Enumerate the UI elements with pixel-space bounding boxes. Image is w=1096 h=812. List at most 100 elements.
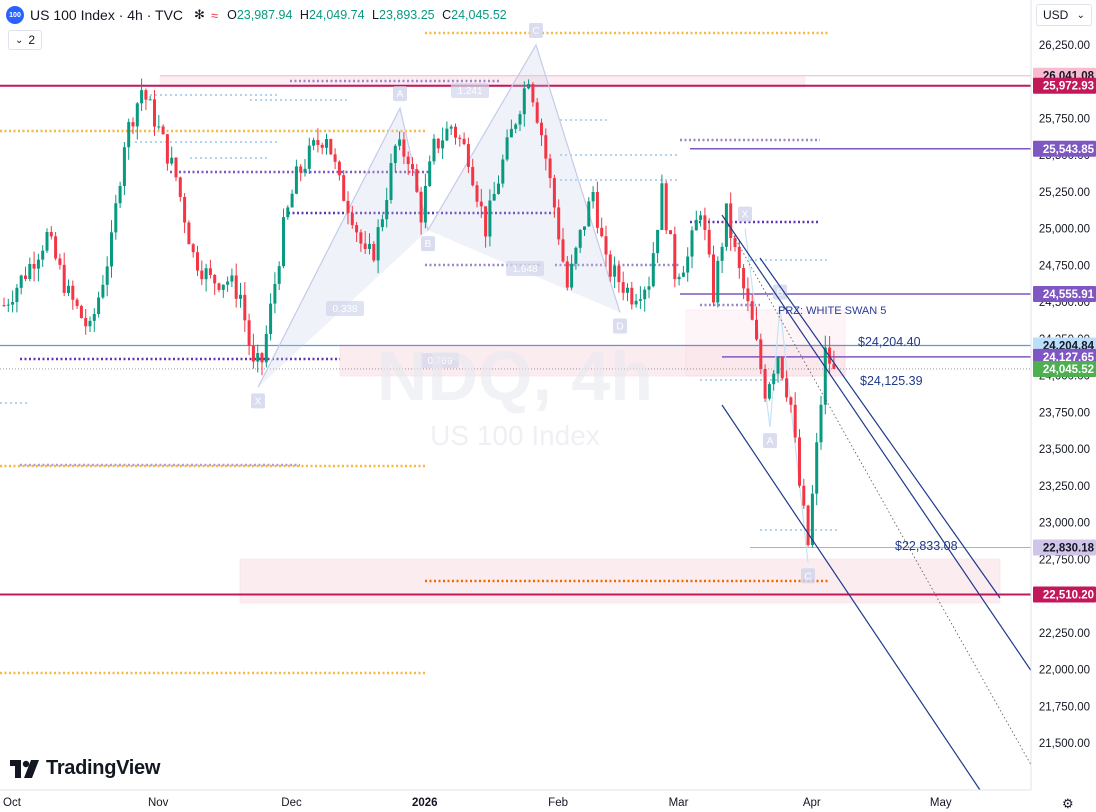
candle (703, 207, 707, 241)
y-tick-label: 23,000.00 (1039, 518, 1090, 530)
y-tick-label: 22,250.00 (1039, 628, 1090, 640)
candle (325, 133, 328, 155)
svg-text:C: C (532, 26, 539, 37)
candle (557, 199, 561, 246)
candle (170, 146, 174, 166)
candle (578, 229, 582, 254)
candle (307, 137, 311, 175)
candle (187, 220, 191, 245)
candle (131, 117, 135, 135)
price-tag: 25,543.85 (1033, 140, 1096, 157)
y-tick-label: 23,250.00 (1039, 481, 1090, 493)
price-tag-label: 25,972.93 (1043, 81, 1094, 93)
dashed-levels-layer (0, 31, 840, 675)
candle (24, 266, 27, 282)
y-tick-label: 23,500.00 (1039, 444, 1090, 456)
candle (6, 298, 10, 313)
candle (810, 484, 814, 548)
candle (269, 293, 273, 341)
pattern-ratio-label: 0.769 (421, 353, 459, 368)
candle (604, 225, 608, 267)
candle (466, 137, 470, 174)
symbol-title[interactable]: US 100 Index · 4h · TVC (30, 7, 184, 23)
pattern-point-label: X (251, 393, 265, 409)
price-annotation: $24,204.40 (858, 335, 921, 349)
candle (385, 187, 389, 228)
candle (2, 297, 6, 307)
candle (110, 220, 113, 278)
candle (226, 276, 230, 292)
candle (380, 214, 384, 232)
price-tags-layer: 26,041.0825,972.9325,543.8524,555.9124,2… (1033, 67, 1096, 603)
y-tick-label: 25,750.00 (1039, 113, 1090, 125)
candle (669, 230, 672, 235)
tradingview-mark-icon (10, 759, 39, 778)
candle (681, 266, 685, 278)
svg-text:D: D (616, 321, 623, 332)
price-tag: 24,045.52 (1033, 360, 1096, 377)
candle (565, 255, 569, 291)
x-tick-label: May (930, 797, 952, 809)
candle (58, 253, 62, 270)
candle (411, 157, 414, 177)
candle (127, 118, 131, 160)
candle (161, 124, 165, 135)
candle (630, 281, 634, 310)
annotations-layer: $24,204.40 $24,125.39 $22,833.08 PRZ: WHITE… (778, 305, 958, 553)
candle (114, 194, 118, 240)
candle (699, 211, 703, 227)
candle (780, 356, 784, 381)
candle (183, 193, 187, 233)
snowflake-icon[interactable]: ✻ (194, 7, 205, 22)
candle (355, 221, 359, 243)
candle (763, 364, 767, 402)
candle (638, 286, 642, 310)
indicator-toggle-button[interactable]: ⌄ 2 (8, 30, 43, 50)
y-tick-label: 25,000.00 (1039, 224, 1090, 236)
symbol-header[interactable]: 100 US 100 Index · 4h · TVC ✻ ≈ O23,987.… (6, 5, 511, 25)
settings-gear-icon[interactable]: ⚙ (1062, 796, 1074, 811)
x-tick-label: Oct (3, 797, 22, 809)
tradingview-logo[interactable]: TradingView (10, 757, 160, 780)
currency-selector[interactable]: USD ⌄ (1036, 4, 1092, 26)
candle (488, 189, 492, 247)
candle (217, 282, 221, 293)
candle (11, 290, 15, 313)
candle (92, 308, 96, 332)
wave-icon[interactable]: ≈ (210, 7, 219, 23)
candle (656, 229, 660, 264)
candle (574, 246, 578, 270)
candle (690, 226, 694, 269)
candle (497, 175, 500, 195)
indicator-count: 2 (28, 33, 36, 47)
pattern-point-label: C (801, 568, 815, 584)
candle (823, 335, 827, 415)
candle (118, 181, 122, 209)
price-tag-label: 24,045.52 (1043, 364, 1094, 376)
x-tick-label: Apr (803, 797, 821, 809)
candle (772, 370, 776, 391)
candle (613, 256, 617, 289)
svg-text:1.241: 1.241 (457, 86, 482, 97)
candle (815, 432, 819, 506)
candle (647, 276, 651, 299)
candle (406, 151, 410, 175)
candle (664, 180, 668, 235)
candle (277, 261, 281, 291)
candle (720, 242, 724, 274)
y-tick-label: 25,250.00 (1039, 187, 1090, 199)
pattern-ratio-label: 0.338 (326, 301, 364, 316)
price-annotation: $24,125.39 (860, 374, 923, 388)
candle (312, 137, 316, 151)
candle (789, 396, 793, 413)
candle (449, 124, 453, 136)
y-tick-label: 21,750.00 (1039, 701, 1090, 713)
candle (570, 254, 574, 291)
candle (208, 259, 212, 279)
candle (518, 110, 522, 132)
candle (479, 188, 483, 218)
candle (484, 206, 488, 248)
candle (178, 176, 182, 202)
x-tick-label: Dec (281, 797, 302, 809)
